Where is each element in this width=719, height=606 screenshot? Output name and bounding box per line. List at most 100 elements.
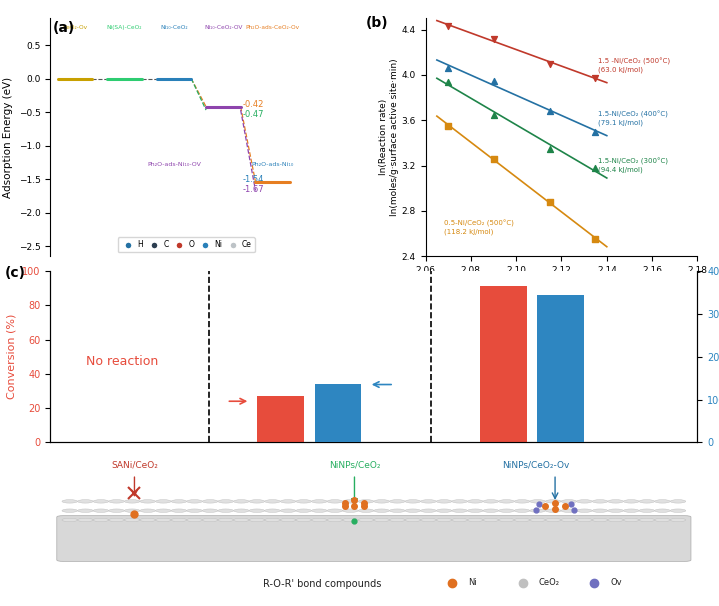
Circle shape	[187, 500, 202, 503]
Text: -0.42: -0.42	[242, 99, 263, 108]
Circle shape	[421, 518, 436, 522]
Circle shape	[78, 518, 93, 522]
Circle shape	[343, 509, 358, 513]
Circle shape	[561, 500, 577, 503]
Point	[442, 121, 454, 131]
Y-axis label: Adsorption Energy (eV): Adsorption Energy (eV)	[3, 76, 13, 198]
Point	[544, 59, 556, 68]
Circle shape	[296, 500, 311, 503]
Circle shape	[171, 500, 187, 503]
Circle shape	[202, 500, 218, 503]
Circle shape	[280, 509, 296, 513]
Circle shape	[358, 518, 374, 522]
Circle shape	[140, 518, 155, 522]
Circle shape	[670, 509, 686, 513]
Circle shape	[577, 509, 592, 513]
Y-axis label: Conversion (%): Conversion (%)	[6, 314, 17, 399]
Circle shape	[311, 518, 327, 522]
Text: (b): (b)	[366, 16, 388, 30]
Circle shape	[467, 509, 483, 513]
Circle shape	[639, 500, 654, 503]
Circle shape	[124, 500, 140, 503]
Text: No reaction: No reaction	[86, 355, 158, 368]
Circle shape	[405, 518, 421, 522]
Circle shape	[187, 518, 202, 522]
Text: NiNPs/CeO₂: NiNPs/CeO₂	[329, 461, 380, 470]
Circle shape	[171, 518, 187, 522]
Text: 1.5-Ni/CeO₂ (300°C)
(94.4 kJ/mol): 1.5-Ni/CeO₂ (300°C) (94.4 kJ/mol)	[597, 158, 668, 173]
Circle shape	[592, 518, 608, 522]
Circle shape	[327, 500, 343, 503]
Bar	[480, 287, 526, 442]
Circle shape	[436, 509, 452, 513]
Circle shape	[62, 500, 78, 503]
Circle shape	[390, 518, 405, 522]
Point	[590, 163, 601, 173]
Circle shape	[62, 509, 78, 513]
Circle shape	[623, 500, 639, 503]
Circle shape	[452, 500, 467, 503]
Circle shape	[109, 509, 124, 513]
Circle shape	[655, 518, 670, 522]
Text: Ni: Ni	[467, 578, 477, 587]
Y-axis label: ln(Reaction rate)
ln(moles/g·surface active site·min): ln(Reaction rate) ln(moles/g·surface act…	[379, 58, 398, 216]
Circle shape	[592, 509, 608, 513]
Circle shape	[421, 500, 436, 503]
Circle shape	[374, 500, 390, 503]
Circle shape	[561, 509, 577, 513]
Circle shape	[327, 518, 343, 522]
Circle shape	[452, 518, 467, 522]
Circle shape	[234, 509, 249, 513]
Bar	[257, 396, 303, 442]
Circle shape	[530, 509, 546, 513]
Circle shape	[608, 518, 623, 522]
Circle shape	[655, 500, 670, 503]
Circle shape	[608, 500, 623, 503]
Text: -1.54: -1.54	[242, 175, 263, 184]
Circle shape	[249, 500, 265, 503]
Circle shape	[93, 500, 109, 503]
Circle shape	[218, 518, 234, 522]
Bar	[537, 295, 584, 442]
Circle shape	[249, 518, 265, 522]
X-axis label: 1000/T (K): 1000/T (K)	[533, 281, 590, 290]
Circle shape	[436, 500, 452, 503]
Text: Ni(SA)-CeO₂: Ni(SA)-CeO₂	[106, 25, 142, 30]
Bar	[314, 384, 361, 442]
Circle shape	[249, 509, 265, 513]
Circle shape	[374, 518, 390, 522]
Circle shape	[405, 500, 421, 503]
Circle shape	[670, 500, 686, 503]
Text: Ph₂O-ads-Ni₁₀-OV: Ph₂O-ads-Ni₁₀-OV	[147, 162, 201, 167]
Circle shape	[405, 509, 421, 513]
Circle shape	[234, 518, 249, 522]
Text: R-O-R' bond compounds: R-O-R' bond compounds	[263, 579, 381, 588]
Point	[442, 63, 454, 73]
Text: (a): (a)	[53, 21, 75, 35]
Circle shape	[234, 500, 249, 503]
Circle shape	[218, 509, 234, 513]
Circle shape	[483, 518, 498, 522]
Point	[442, 21, 454, 31]
Circle shape	[311, 500, 327, 503]
Circle shape	[265, 500, 280, 503]
Circle shape	[514, 500, 530, 503]
Circle shape	[623, 518, 639, 522]
Circle shape	[561, 518, 577, 522]
FancyBboxPatch shape	[57, 516, 691, 561]
Circle shape	[546, 509, 561, 513]
Point	[487, 76, 499, 85]
Circle shape	[311, 509, 327, 513]
Circle shape	[62, 518, 78, 522]
Text: -1.67: -1.67	[242, 185, 264, 194]
Circle shape	[78, 509, 93, 513]
Circle shape	[623, 509, 639, 513]
Circle shape	[93, 518, 109, 522]
Point	[487, 110, 499, 119]
Point	[544, 106, 556, 116]
Circle shape	[218, 500, 234, 503]
Circle shape	[358, 509, 374, 513]
Circle shape	[202, 518, 218, 522]
Circle shape	[358, 500, 374, 503]
Circle shape	[546, 500, 561, 503]
